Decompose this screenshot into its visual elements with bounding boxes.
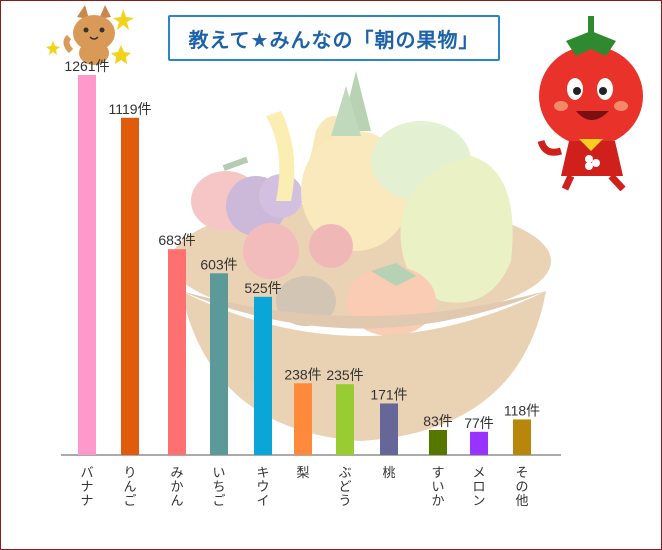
category-label: バナナ (80, 466, 93, 509)
cat-character-icon (46, 5, 134, 65)
bar-11 (513, 419, 531, 455)
bar-value-label: 683件 (158, 232, 195, 248)
chart-title-box: 教えて★みんなの「朝の果物」 (168, 15, 500, 61)
tomato-mascot-icon (537, 16, 643, 191)
category-label: ぶどう (338, 466, 351, 509)
category-label: メロン (472, 466, 485, 509)
category-label: みかん (170, 466, 183, 509)
bar-value-label: 77件 (464, 415, 494, 431)
bar-value-label: 171件 (370, 386, 407, 402)
bar-7 (336, 384, 354, 455)
category-label: りんご (123, 466, 136, 509)
bar-1 (78, 75, 96, 455)
chart-title: 教えて★みんなの「朝の果物」 (188, 27, 480, 52)
category-label: その他 (515, 466, 528, 509)
category-label: すいか (431, 466, 444, 509)
category-label: いちご (212, 466, 225, 509)
bar-value-label: 83件 (423, 413, 453, 429)
bar-value-label: 118件 (504, 402, 540, 418)
category-label: 桃 (382, 466, 395, 481)
bar-2 (121, 117, 139, 455)
bar-value-label: 238件 (284, 366, 321, 382)
bar-10 (470, 431, 488, 455)
bar-value-label: 603件 (200, 256, 237, 272)
bar-value-label: 1119件 (108, 101, 151, 117)
bar-value-label: 525件 (244, 280, 281, 296)
bar-4 (210, 273, 228, 455)
category-label: 梨 (296, 466, 309, 481)
bar-8 (380, 403, 398, 455)
bar-3 (168, 249, 186, 455)
bar-9 (429, 429, 447, 455)
bar-6 (294, 383, 312, 455)
bar-value-label: 235件 (326, 367, 363, 383)
bar-5 (254, 296, 272, 455)
bar-value-label: 1261件 (64, 58, 109, 74)
category-label: キウイ (256, 466, 269, 509)
